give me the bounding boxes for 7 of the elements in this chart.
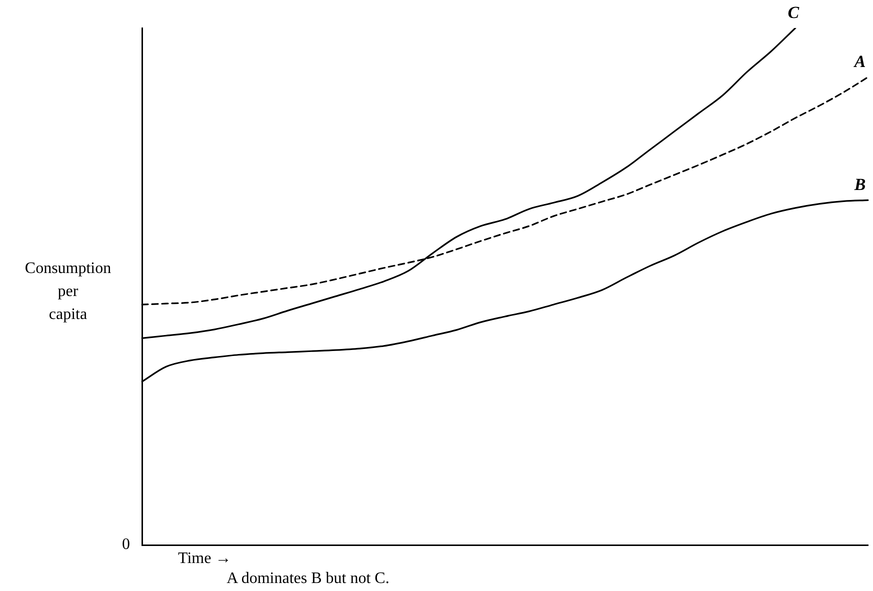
series-label: C [788, 2, 800, 22]
series-label: B [853, 175, 866, 194]
x-axis-title: Time → [178, 550, 232, 568]
text: 0 [122, 536, 130, 554]
series-label: A [853, 52, 866, 72]
y-axis-title: Consumption per capita [24, 260, 112, 324]
text: A dominates B but not C. [226, 570, 390, 588]
